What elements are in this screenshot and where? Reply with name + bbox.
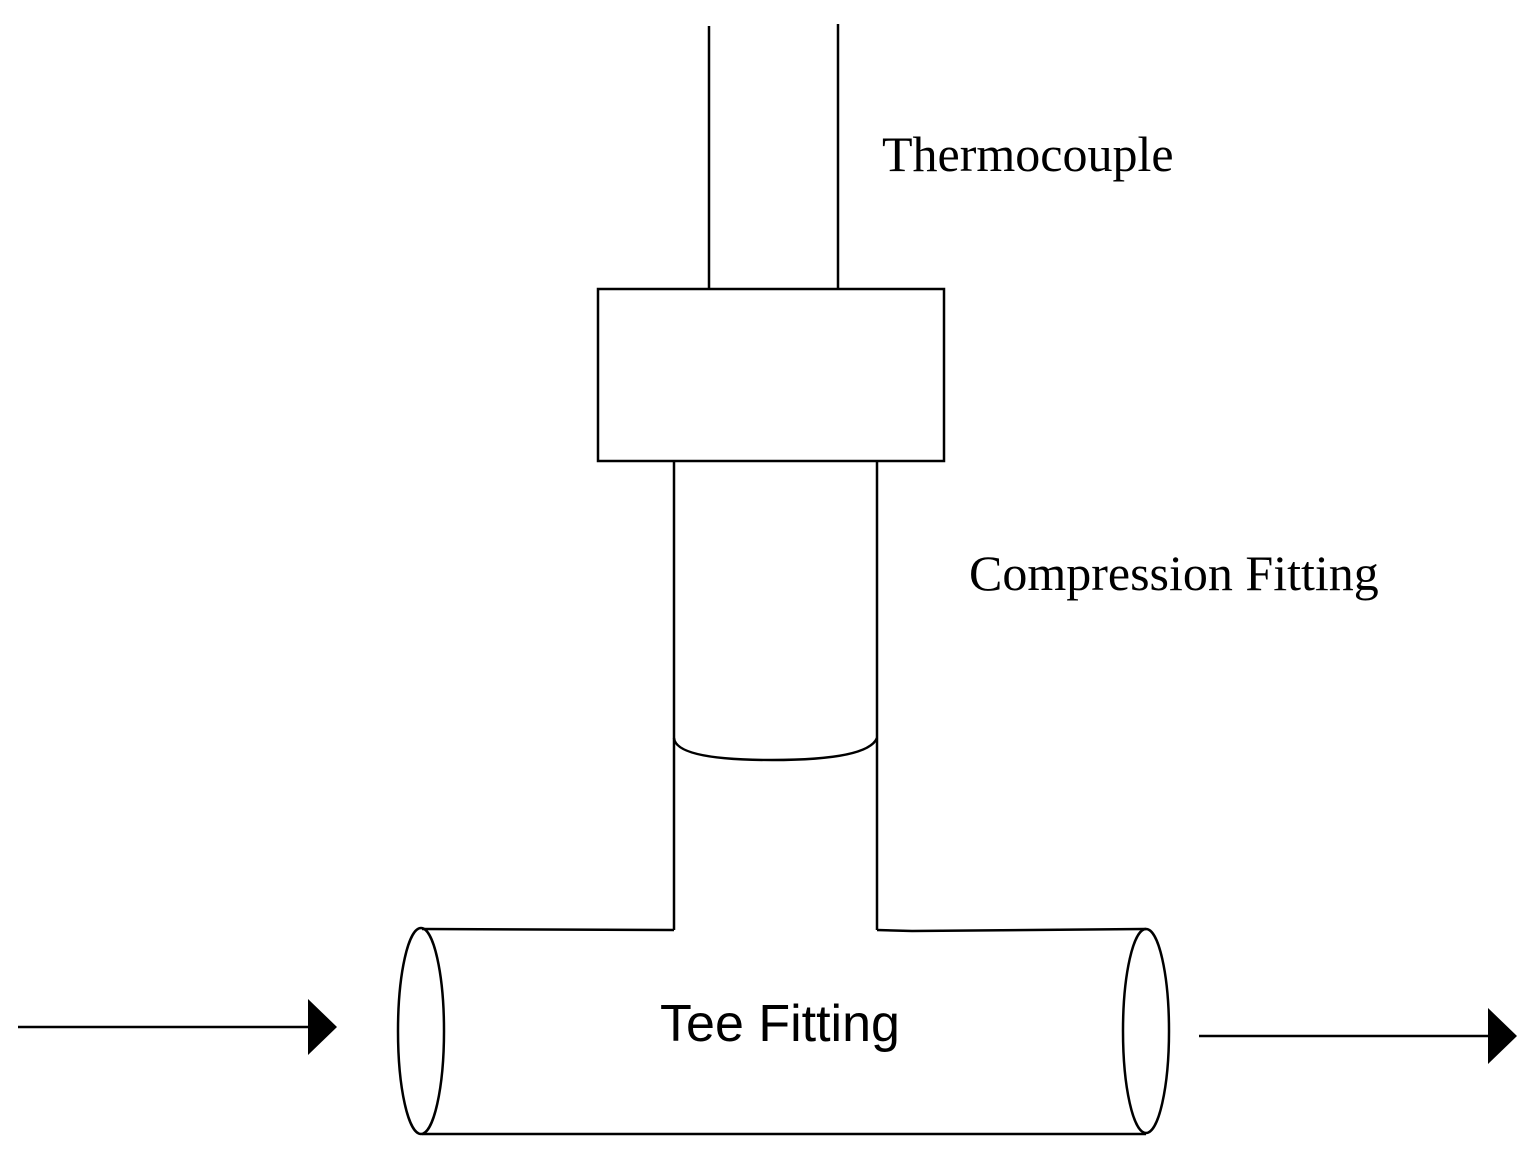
tee-fitting-label: Tee Fitting [660, 995, 900, 1053]
pipe-outlet-end [1121, 927, 1171, 1135]
tee-pipe [396, 926, 1171, 1136]
outlet-arrowhead [1488, 1008, 1517, 1064]
branch-seam-arc [672, 737, 879, 762]
thermocouple [707, 24, 840, 289]
thermocouple-label: Thermocouple [882, 126, 1174, 182]
pipe-top-left-edge [421, 927, 675, 932]
compression-fitting-body [672, 461, 879, 930]
inlet-arrow [18, 999, 337, 1055]
outlet-arrow [1199, 1008, 1517, 1064]
compression-fitting-nut [596, 287, 946, 463]
inlet-arrowhead [308, 999, 337, 1055]
pipe-inlet-end [396, 926, 446, 1136]
compression-fitting-label: Compression Fitting [969, 545, 1379, 601]
pipe-top-right-edge [876, 927, 1147, 933]
